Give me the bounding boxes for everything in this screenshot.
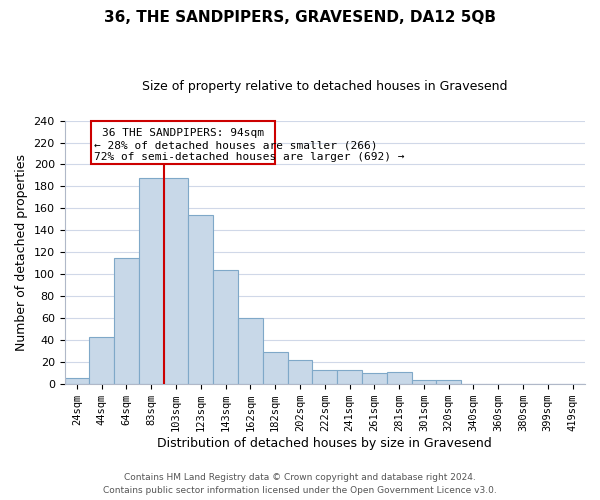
- Bar: [436, 380, 461, 384]
- Bar: [114, 258, 139, 384]
- Bar: [238, 318, 263, 384]
- Text: Contains HM Land Registry data © Crown copyright and database right 2024.
Contai: Contains HM Land Registry data © Crown c…: [103, 474, 497, 495]
- X-axis label: Distribution of detached houses by size in Gravesend: Distribution of detached houses by size …: [157, 437, 492, 450]
- Bar: [164, 178, 188, 384]
- Title: Size of property relative to detached houses in Gravesend: Size of property relative to detached ho…: [142, 80, 508, 93]
- Bar: [412, 380, 436, 384]
- Bar: [263, 352, 287, 384]
- FancyBboxPatch shape: [91, 120, 275, 164]
- Bar: [188, 215, 213, 384]
- Bar: [387, 372, 412, 384]
- Text: 72% of semi-detached houses are larger (692) →: 72% of semi-detached houses are larger (…: [94, 152, 405, 162]
- Bar: [313, 370, 337, 384]
- Bar: [337, 370, 362, 384]
- Bar: [362, 373, 387, 384]
- Bar: [287, 360, 313, 384]
- Text: 36 THE SANDPIPERS: 94sqm: 36 THE SANDPIPERS: 94sqm: [102, 128, 264, 138]
- Text: ← 28% of detached houses are smaller (266): ← 28% of detached houses are smaller (26…: [94, 140, 378, 150]
- Bar: [89, 337, 114, 384]
- Text: 36, THE SANDPIPERS, GRAVESEND, DA12 5QB: 36, THE SANDPIPERS, GRAVESEND, DA12 5QB: [104, 10, 496, 25]
- Bar: [65, 378, 89, 384]
- Bar: [213, 270, 238, 384]
- Bar: [139, 178, 164, 384]
- Y-axis label: Number of detached properties: Number of detached properties: [15, 154, 28, 351]
